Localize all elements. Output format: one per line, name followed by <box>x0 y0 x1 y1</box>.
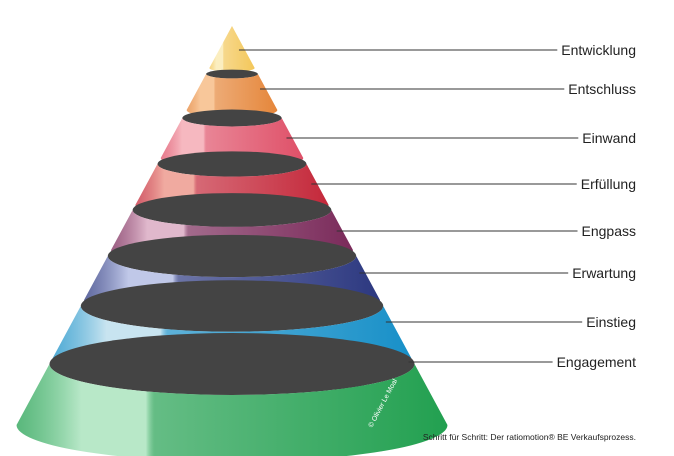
band-gap <box>107 234 357 278</box>
pyramid-band <box>209 26 255 72</box>
pyramid-band <box>16 364 448 456</box>
band-gap <box>206 69 258 79</box>
band-gap <box>49 332 415 396</box>
pyramid-band <box>186 74 278 118</box>
band-gap <box>132 193 332 227</box>
level-label: Engagement <box>557 354 637 370</box>
band-gap <box>157 151 307 177</box>
caption: Schritt für Schritt: Der ratiomotion® BE… <box>423 432 636 442</box>
labels: Entwicklung Entschluss Einwand Erfüllung Eng… <box>238 42 637 370</box>
level-label: Entschluss <box>568 81 636 97</box>
level-label: Entwicklung <box>561 42 636 58</box>
band-gap <box>80 280 384 332</box>
band-gap <box>182 109 282 127</box>
level-label: Einwand <box>582 130 636 146</box>
pyramid <box>16 26 448 456</box>
level-label: Erfüllung <box>581 176 636 192</box>
level-label: Einstieg <box>586 314 636 330</box>
level-label: Engpass <box>582 223 636 239</box>
level-label: Erwartung <box>572 265 636 281</box>
